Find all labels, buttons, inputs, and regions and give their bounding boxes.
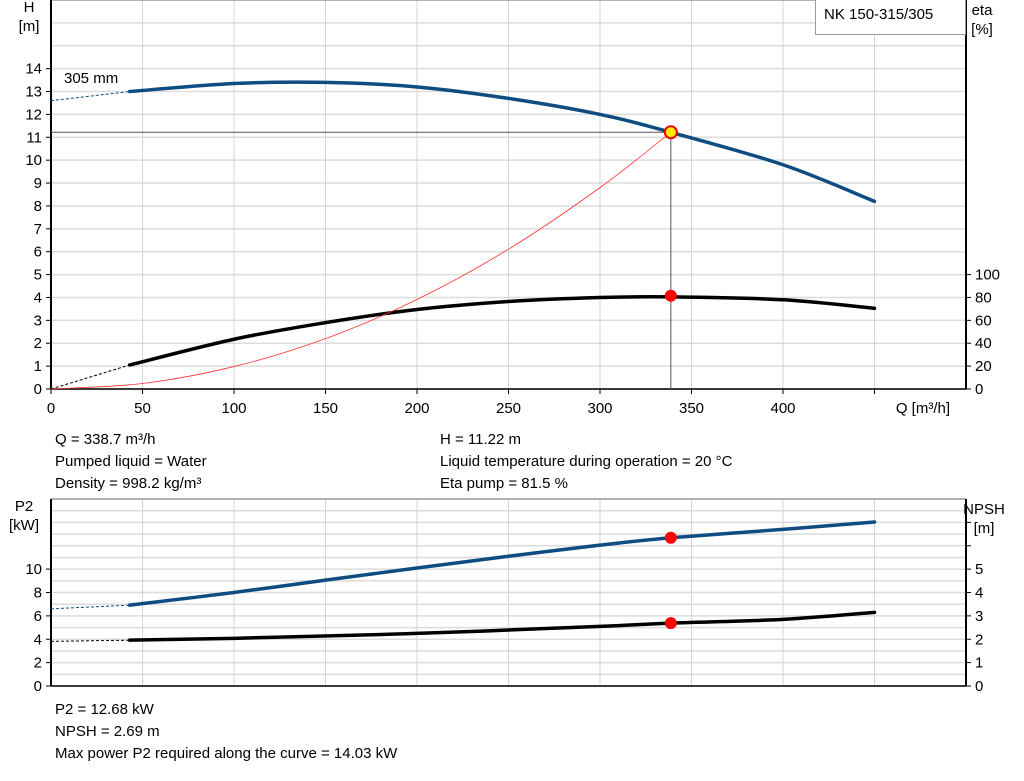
y-right-tick-label: 40 (975, 335, 992, 352)
info-flow: Q = 338.7 m³/h (55, 431, 156, 448)
info-max-p2: Max power P2 required along the curve = … (55, 745, 398, 762)
x-tick-label: 400 (770, 400, 795, 417)
y-right-tick-label: 3 (975, 608, 983, 625)
duty-point-p2-marker (664, 531, 677, 544)
y-tick-label: 11 (26, 129, 42, 146)
extrapolated-curve-1 (50, 639, 130, 642)
info-npsh: NPSH = 2.69 m (55, 723, 160, 740)
performance-curve-0 (127, 520, 877, 607)
info-head: H = 11.22 m (440, 431, 522, 448)
y-tick-label: 13 (25, 84, 42, 101)
y-right-axis-label: eta (972, 2, 994, 19)
pump-model-title: NK 150-315/305 (815, 0, 966, 35)
x-axis-label: Q [m³/h] (896, 400, 950, 417)
x-tick-label: 350 (679, 400, 704, 417)
y-tick-label: 6 (34, 608, 42, 625)
y-tick-label: 0 (34, 381, 42, 398)
y-tick-label: 8 (34, 585, 42, 602)
extrapolated-curve-1 (50, 364, 130, 390)
duty-point-npsh-marker (664, 617, 677, 630)
y-axis-label: [m] (19, 18, 40, 35)
y-tick-label: 8 (34, 198, 42, 215)
y-right-tick-label: 0 (975, 678, 983, 695)
y-right-tick-label: 100 (975, 267, 1000, 284)
y-tick-label: 6 (34, 244, 42, 261)
y-tick-label: 14 (25, 61, 42, 78)
y-tick-label: 2 (34, 655, 42, 672)
extrapolated-curve-0 (50, 604, 130, 610)
y-tick-label: 3 (34, 312, 42, 329)
y-right-tick-label: 0 (975, 381, 983, 398)
info-temperature: Liquid temperature during operation = 20… (440, 453, 733, 470)
impeller-diameter-label: 305 mm (64, 70, 118, 87)
y-right-tick-label: 80 (975, 289, 992, 306)
y-tick-label: 4 (34, 289, 42, 306)
y-tick-label: 4 (34, 631, 42, 648)
y-tick-label: 1 (34, 358, 42, 375)
info-p2: P2 = 12.68 kW (55, 701, 154, 718)
duty-point-eta-marker (664, 289, 677, 302)
x-tick-label: 50 (134, 400, 151, 417)
y-right-tick-label: 4 (975, 585, 983, 602)
x-tick-label: 250 (496, 400, 521, 417)
y-right-tick-label: 20 (975, 358, 992, 375)
extrapolated-curve-0 (50, 91, 130, 102)
y-right-tick-label: 5 (975, 561, 983, 578)
y-axis-label: H (24, 0, 35, 16)
y-tick-label: 10 (25, 152, 42, 169)
y-right-tick-label: 1 (975, 655, 983, 672)
y-tick-label: 7 (34, 221, 42, 238)
y-tick-label: 9 (34, 175, 42, 192)
x-tick-label: 100 (221, 400, 246, 417)
y-axis-label: [kW] (9, 517, 39, 534)
y-tick-label: 10 (25, 561, 42, 578)
info-density: Density = 998.2 kg/m³ (55, 475, 202, 492)
y-right-axis-label: NPSH (963, 501, 1005, 518)
y-tick-label: 2 (34, 335, 42, 352)
performance-curve-0 (127, 80, 877, 204)
y-tick-label: 12 (25, 106, 42, 123)
y-right-axis-label: [%] (971, 21, 993, 38)
y-tick-label: 5 (34, 267, 42, 284)
info-eta: Eta pump = 81.5 % (440, 475, 568, 492)
x-tick-label: 0 (47, 400, 55, 417)
info-liquid: Pumped liquid = Water (55, 453, 207, 470)
y-axis-label: P2 (15, 498, 33, 515)
x-tick-label: 200 (404, 400, 429, 417)
system-curve (50, 131, 672, 390)
y-tick-label: 0 (34, 678, 42, 695)
performance-curve-1 (127, 294, 877, 367)
performance-curve-1 (127, 610, 877, 642)
x-tick-label: 150 (313, 400, 338, 417)
y-right-axis-label: [m] (974, 520, 995, 537)
x-tick-label: 300 (587, 400, 612, 417)
y-right-tick-label: 2 (975, 631, 983, 648)
y-right-tick-label: 60 (975, 312, 992, 329)
duty-point-head-marker (663, 125, 678, 140)
